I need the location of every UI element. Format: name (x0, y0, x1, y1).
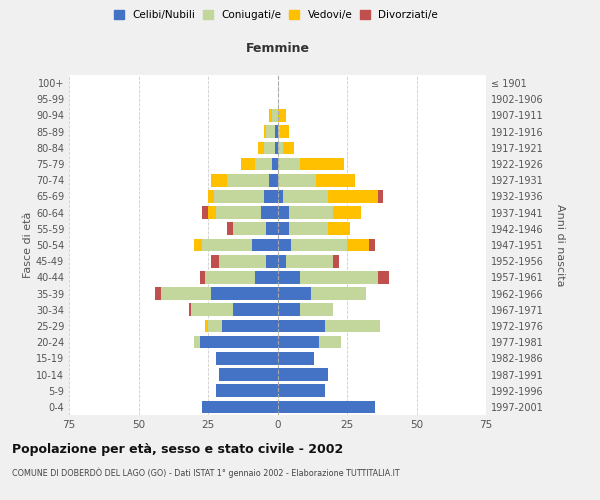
Bar (277, 384, 325, 397)
Bar (289, 206, 333, 219)
Bar (377, 271, 389, 283)
Bar (205, 271, 255, 283)
Bar (208, 206, 217, 219)
Text: Popolazione per età, sesso e stato civile - 2002: Popolazione per età, sesso e stato civil… (12, 442, 343, 456)
Bar (194, 238, 202, 252)
Bar (277, 304, 300, 316)
Bar (217, 206, 261, 219)
Bar (219, 255, 266, 268)
Bar (269, 109, 272, 122)
Bar (369, 238, 375, 252)
Bar (253, 238, 277, 252)
Bar (283, 142, 294, 154)
Bar (300, 271, 377, 283)
Bar (311, 288, 367, 300)
Bar (161, 288, 211, 300)
Bar (233, 222, 266, 235)
Bar (266, 222, 277, 235)
Bar (277, 255, 286, 268)
Bar (208, 190, 214, 202)
Bar (277, 320, 325, 332)
Bar (263, 190, 277, 202)
Bar (289, 222, 328, 235)
Bar (277, 158, 300, 170)
Bar (316, 174, 355, 186)
Bar (155, 288, 161, 300)
Bar (241, 158, 255, 170)
Bar (277, 271, 300, 283)
Bar (255, 271, 277, 283)
Bar (280, 126, 289, 138)
Bar (277, 109, 286, 122)
Y-axis label: Fasce di età: Fasce di età (23, 212, 33, 278)
Bar (277, 238, 292, 252)
Bar (277, 126, 280, 138)
Bar (211, 288, 277, 300)
Bar (277, 222, 289, 235)
Bar (208, 320, 222, 332)
Bar (377, 190, 383, 202)
Bar (300, 158, 344, 170)
Bar (211, 255, 219, 268)
Bar (300, 304, 333, 316)
Bar (227, 222, 233, 235)
Bar (277, 142, 283, 154)
Bar (269, 174, 277, 186)
Bar (227, 174, 269, 186)
Bar (277, 368, 328, 381)
Bar (347, 238, 369, 252)
Bar (233, 304, 277, 316)
Bar (261, 206, 277, 219)
Bar (277, 206, 289, 219)
Bar (222, 320, 277, 332)
Bar (275, 126, 277, 138)
Bar (214, 190, 263, 202)
Text: Femmine: Femmine (245, 42, 310, 54)
Bar (272, 109, 277, 122)
Bar (333, 206, 361, 219)
Bar (277, 336, 319, 348)
Bar (200, 271, 205, 283)
Bar (211, 174, 227, 186)
Bar (286, 255, 333, 268)
Bar (275, 142, 277, 154)
Bar (263, 126, 266, 138)
Bar (263, 142, 275, 154)
Bar (319, 336, 341, 348)
Bar (277, 400, 375, 413)
Bar (205, 320, 208, 332)
Bar (266, 126, 275, 138)
Bar (266, 255, 277, 268)
Bar (277, 174, 316, 186)
Bar (292, 238, 347, 252)
Bar (277, 352, 314, 364)
Bar (194, 336, 200, 348)
Bar (217, 384, 277, 397)
Bar (202, 238, 253, 252)
Bar (277, 190, 283, 202)
Bar (277, 288, 311, 300)
Bar (328, 190, 377, 202)
Legend: Celibi/Nubili, Coniugati/e, Vedovi/e, Divorziati/e: Celibi/Nubili, Coniugati/e, Vedovi/e, Di… (112, 8, 440, 22)
Bar (258, 142, 263, 154)
Bar (333, 255, 338, 268)
Text: COMUNE DI DOBERDÒ DEL LAGO (GO) - Dati ISTAT 1° gennaio 2002 - Elaborazione TUTT: COMUNE DI DOBERDÒ DEL LAGO (GO) - Dati I… (12, 468, 400, 478)
Bar (191, 304, 233, 316)
Bar (255, 158, 272, 170)
Bar (188, 304, 191, 316)
Bar (325, 320, 380, 332)
Bar (219, 368, 277, 381)
Bar (272, 158, 277, 170)
Bar (283, 190, 328, 202)
Bar (200, 336, 277, 348)
Bar (217, 352, 277, 364)
Bar (202, 400, 277, 413)
Bar (328, 222, 350, 235)
Y-axis label: Anni di nascita: Anni di nascita (555, 204, 565, 286)
Bar (202, 206, 208, 219)
